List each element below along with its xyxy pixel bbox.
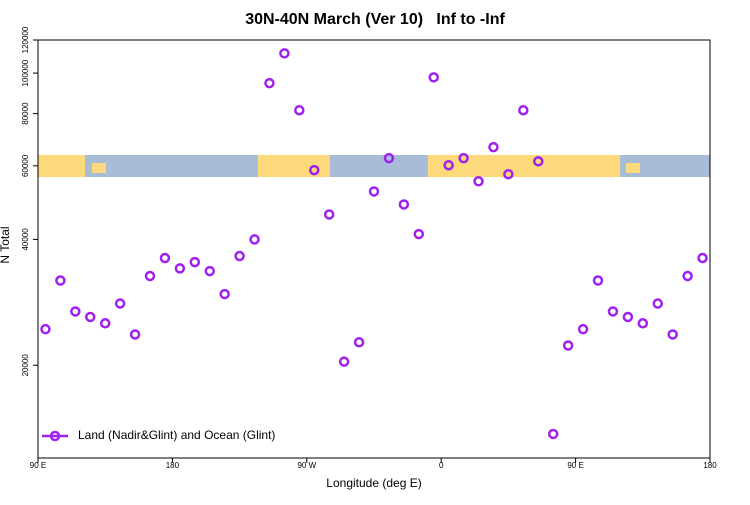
point [55,275,66,286]
land [428,155,620,177]
y-tick-label: 80000 [21,102,30,125]
land [92,163,106,173]
point [458,152,469,164]
y-tick-label: 100000 [21,59,30,86]
point [189,256,201,268]
point [518,104,529,116]
point [234,250,245,262]
point [637,318,649,329]
x-tick-label: 90 W [297,461,316,470]
point [443,159,454,171]
point [309,164,320,176]
point [383,152,395,164]
point [249,234,260,245]
point [697,252,708,264]
point [204,265,215,277]
point [99,318,111,329]
y-tick-label: 40000 [21,228,30,251]
plot-frame [37,39,711,459]
point [219,288,230,300]
point [70,306,81,317]
point [562,340,574,351]
x-tick-label: 90 E [30,461,46,470]
point [667,329,678,340]
point [533,156,544,167]
point [353,337,365,348]
x-tick-label: 0 [439,461,444,470]
point [279,48,290,59]
point [159,252,171,264]
legend-label: Land (Nadir&Glint) and Ocean (Glint) [78,428,275,442]
point [622,311,634,323]
legend-marker [49,430,61,442]
point [547,428,559,440]
point [488,141,499,153]
x-tick-label: 90 E [567,461,583,470]
point [577,323,589,335]
point [40,323,51,335]
land [626,163,640,173]
point [174,263,186,274]
y-axis-label: N Total [0,226,12,263]
y-tick-label: 20000 [21,354,30,377]
point [323,209,335,220]
point [264,77,275,89]
x-tick-label: 180 [166,461,180,470]
point [338,356,350,367]
y-tick-label: 120000 [21,26,30,53]
point [85,311,96,323]
land [38,155,85,177]
point [428,72,439,83]
x-axis-label: Longitude (deg E) [326,476,421,490]
point [129,329,141,340]
point [144,270,156,282]
map-band [38,155,710,177]
point [592,275,604,286]
y-tick-label: 60000 [21,154,30,177]
point [473,176,484,187]
land [258,155,330,177]
point [503,168,514,180]
x-tick-label: 180 [703,461,717,470]
point [368,186,380,197]
point [398,199,410,210]
chart-title: 30N-40N March (Ver 10) Inf to -Inf [245,11,505,28]
point [607,306,619,317]
point [682,270,693,282]
point [652,298,663,309]
point [294,104,305,116]
point [114,298,126,309]
point [413,228,425,240]
